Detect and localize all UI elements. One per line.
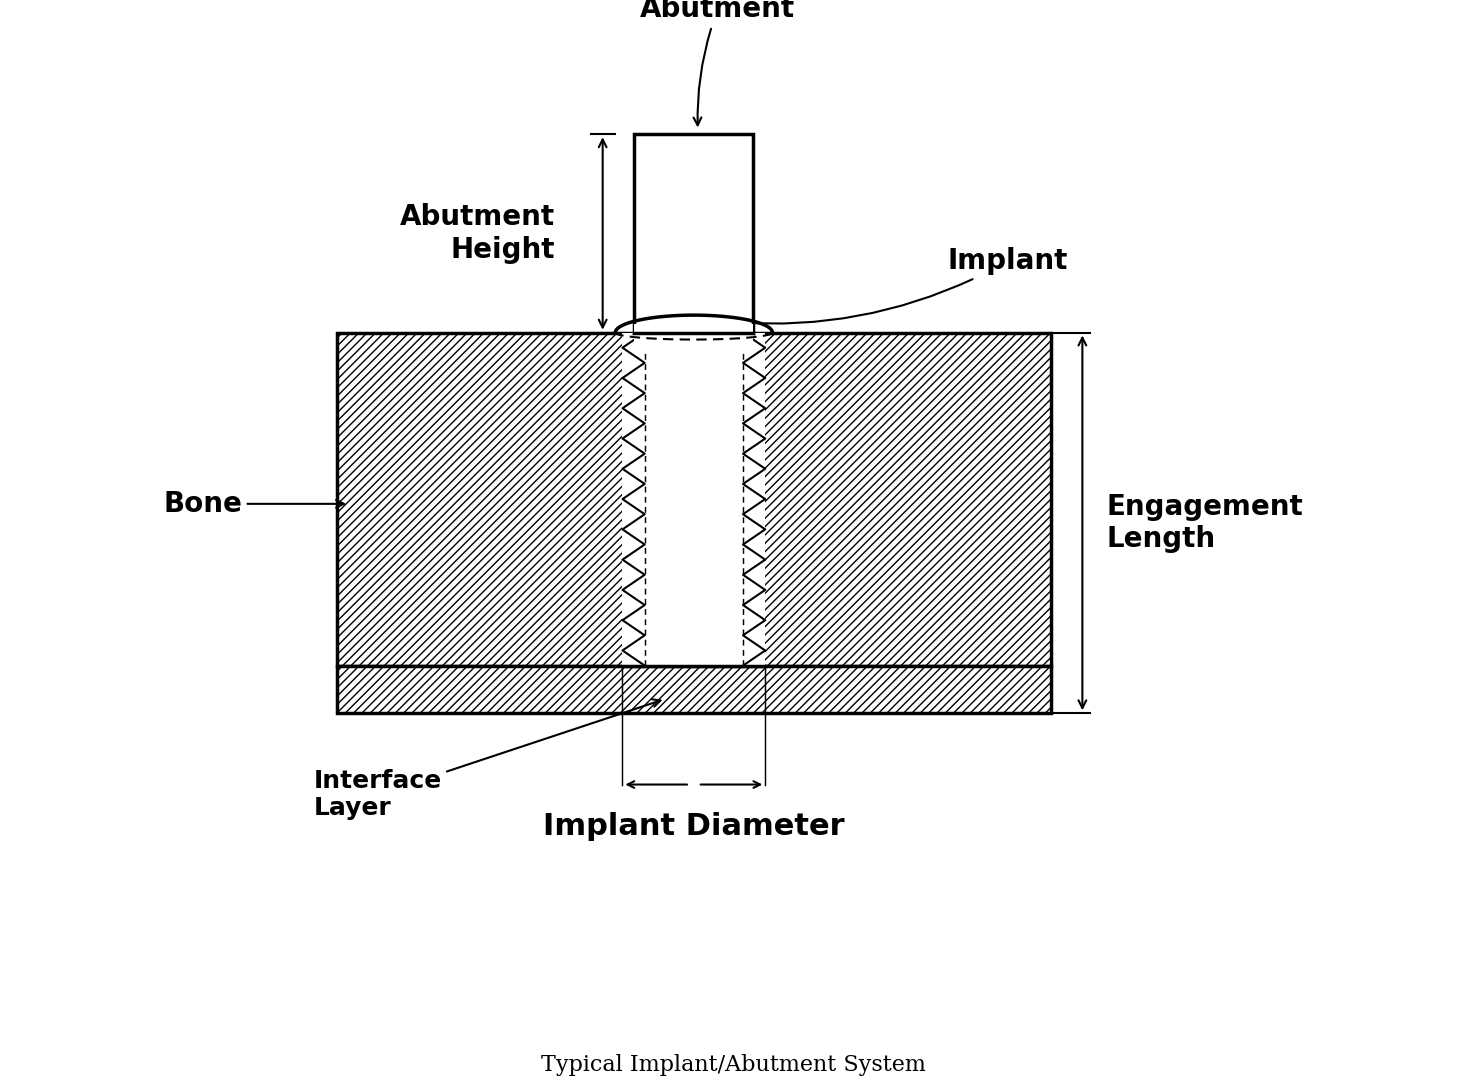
Bar (337, 665, 1050, 713)
Text: Interface
Layer: Interface Layer (314, 699, 660, 820)
Text: Abutment: Abutment (640, 0, 795, 125)
Bar (337, 333, 1050, 665)
Text: Engagement
Length: Engagement Length (1106, 493, 1303, 553)
Bar (622, 333, 766, 665)
Text: Implant Diameter: Implant Diameter (543, 813, 845, 841)
Bar (634, 323, 754, 350)
Text: Typical Implant/Abutment System: Typical Implant/Abutment System (541, 1055, 926, 1076)
Bar (634, 135, 754, 333)
Text: Bone: Bone (163, 489, 343, 518)
Text: Implant: Implant (738, 247, 1068, 327)
Text: Abutment
Height: Abutment Height (400, 203, 555, 264)
